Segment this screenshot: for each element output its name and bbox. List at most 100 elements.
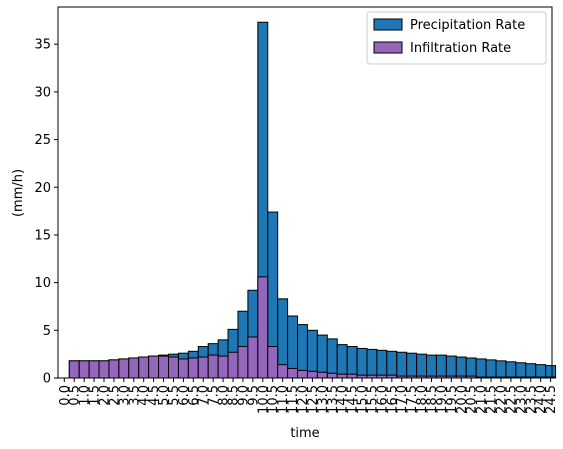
x-tick-label: 17.0 — [395, 385, 410, 414]
infiltration-bar-7.5 — [207, 354, 219, 379]
y-tick-label: 0 — [43, 372, 51, 387]
infiltration-bar-0.5 — [68, 360, 80, 379]
precipitation-bar-13.5 — [326, 338, 338, 379]
infiltration-bar-13.5 — [326, 372, 338, 379]
x-tick-label: 4.0 — [137, 385, 152, 406]
x-axis-label: time — [290, 426, 319, 441]
precipitation-bar-23.5 — [525, 363, 537, 379]
precipitation-bar-18.5 — [426, 354, 437, 379]
x-tick-label: 19.0 — [435, 385, 450, 414]
legend: Precipitation Rate Infiltration Rate — [366, 11, 547, 65]
precipitation-bar-15.0 — [356, 347, 368, 379]
precipitation-bar-21.5 — [485, 359, 497, 379]
x-tick-label: 16.5 — [385, 385, 400, 414]
x-tick-label: 15.5 — [365, 385, 380, 414]
x-tick-label: 13.0 — [316, 385, 331, 414]
infiltration-bar-8.5 — [227, 351, 239, 379]
x-tick-label: 11.5 — [286, 385, 301, 414]
x-tick-label: 7.5 — [207, 385, 222, 406]
x-tick-label: 17.5 — [405, 385, 420, 414]
x-tick-label: 11.0 — [276, 385, 291, 414]
infiltration-bar-3.0 — [118, 358, 130, 379]
infiltration-bar-13.0 — [316, 371, 328, 379]
legend-swatch-precipitation — [373, 18, 403, 31]
precipitation-bar-24.5 — [545, 365, 557, 379]
x-tick-label: 12.5 — [306, 385, 321, 414]
y-axis: 0 5 10 15 20 25 30 35 — [34, 38, 58, 387]
infiltration-bar-4.5 — [148, 355, 160, 379]
x-tick-label: 0.0 — [58, 385, 73, 406]
precipitation-bar-20.0 — [455, 356, 467, 379]
x-tick-label: 20.0 — [455, 385, 470, 414]
x-axis: 0.00.51.01.52.02.53.03.54.04.55.05.56.06… — [58, 378, 559, 414]
precipitation-bar-20.5 — [465, 357, 477, 379]
infiltration-bar-4.0 — [138, 356, 150, 379]
x-tick-label: 22.5 — [504, 385, 519, 414]
infiltration-bar-12.0 — [297, 369, 308, 379]
x-tick-label: 24.0 — [534, 385, 549, 414]
x-tick-label: 3.0 — [117, 385, 132, 406]
precipitation-bar-21.0 — [475, 358, 487, 379]
precipitation-bar-22.5 — [505, 361, 517, 379]
x-tick-label: 20.5 — [465, 385, 480, 414]
infiltration-bar-6.0 — [177, 358, 189, 379]
infiltration-bar-14.0 — [336, 373, 348, 379]
x-tick-label: 7.0 — [197, 385, 212, 406]
infiltration-bar-11.5 — [287, 367, 299, 379]
infiltration-bar-14.5 — [346, 373, 358, 379]
precipitation-bar-18.0 — [416, 353, 428, 379]
infiltration-bar-10.0 — [257, 276, 269, 379]
infiltration-bar-1.0 — [78, 360, 90, 379]
infiltration-bar-7.0 — [197, 356, 209, 379]
legend-box — [366, 11, 547, 65]
x-tick-label: 22.0 — [494, 385, 509, 414]
x-tick-label: 24.5 — [544, 385, 559, 414]
legend-swatch-infiltration — [373, 41, 403, 54]
x-tick-label: 19.5 — [445, 385, 460, 414]
x-tick-label: 5.5 — [167, 385, 182, 406]
precipitation-bar-22.0 — [495, 360, 507, 379]
x-tick-label: 13.5 — [326, 385, 341, 414]
y-tick-label: 20 — [34, 181, 51, 196]
x-tick-label: 0.5 — [68, 385, 83, 406]
x-tick-label: 2.0 — [98, 385, 113, 406]
x-tick-label: 5.0 — [157, 385, 172, 406]
x-tick-label: 9.5 — [246, 385, 261, 406]
x-tick-label: 9.0 — [236, 385, 251, 406]
y-tick-label: 10 — [34, 276, 51, 291]
x-tick-label: 6.5 — [187, 385, 202, 406]
x-tick-label: 21.5 — [485, 385, 500, 414]
x-tick-label: 21.0 — [475, 385, 490, 414]
x-tick-label: 12.0 — [296, 385, 311, 414]
infiltration-bar-5.0 — [158, 355, 170, 379]
precipitation-bar-17.5 — [406, 352, 418, 379]
x-tick-label: 8.0 — [217, 385, 232, 406]
x-tick-label: 18.5 — [425, 385, 440, 414]
infiltration-bar-9.0 — [237, 346, 249, 379]
x-tick-label: 14.5 — [346, 385, 361, 414]
x-tick-label: 1.5 — [88, 385, 103, 406]
precipitation-bar-13.0 — [316, 334, 328, 379]
infiltration-bar-2.5 — [108, 359, 120, 379]
precipitation-bar-19.0 — [435, 354, 447, 379]
infiltration-bar-12.5 — [306, 370, 318, 379]
x-tick-label: 10.5 — [266, 385, 281, 414]
infiltration-bar-6.5 — [187, 357, 199, 379]
x-tick-label: 3.5 — [127, 385, 142, 406]
precipitation-bars — [68, 21, 557, 379]
infiltration-bar-5.5 — [168, 356, 179, 379]
x-tick-label: 4.5 — [147, 385, 162, 406]
precipitation-bar-15.5 — [366, 348, 378, 379]
x-tick-label: 8.5 — [227, 385, 242, 406]
x-tick-label: 23.5 — [524, 385, 539, 414]
precipitation-bar-24.0 — [535, 364, 547, 379]
y-tick-label: 15 — [34, 228, 51, 243]
x-tick-label: 18.0 — [415, 385, 430, 414]
infiltration-bar-9.5 — [247, 336, 259, 379]
y-tick-label: 25 — [34, 133, 51, 148]
x-tick-label: 14.0 — [336, 385, 351, 414]
legend-label-precipitation: Precipitation Rate — [410, 18, 525, 33]
infiltration-bar-2.0 — [98, 360, 110, 379]
y-axis-label: (mm/h) — [11, 169, 26, 217]
